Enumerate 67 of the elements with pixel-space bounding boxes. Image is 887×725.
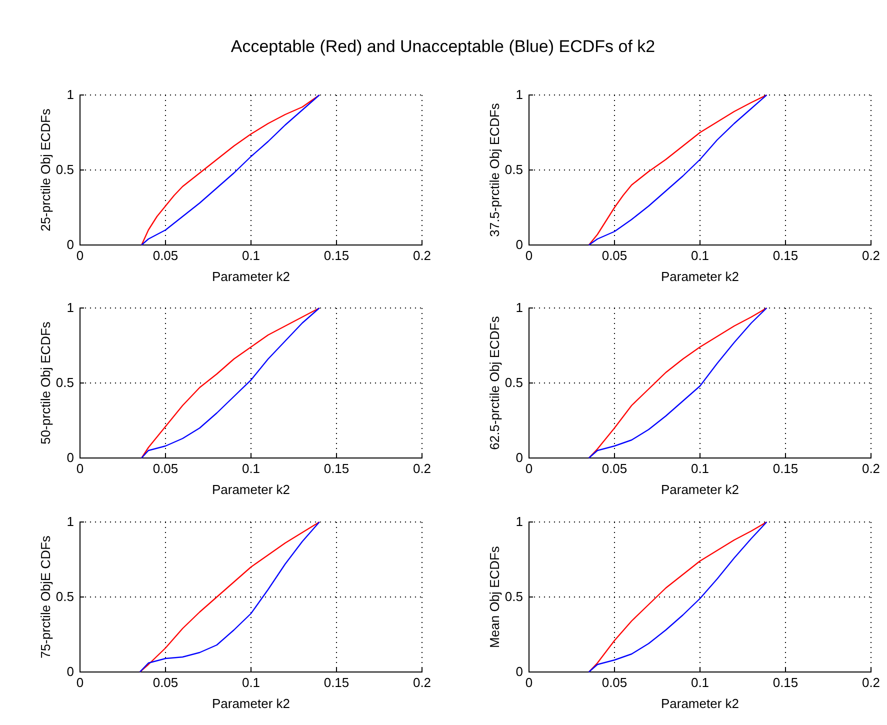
x-tick-label: 0 <box>525 675 533 690</box>
x-tick-label: 0.2 <box>412 461 432 476</box>
y-tick-label: 0 <box>516 450 523 466</box>
y-tick-label: 0.5 <box>504 162 523 178</box>
x-axis-title: Parameter k2 <box>212 269 290 284</box>
y-tick-label: 0 <box>516 237 523 252</box>
x-axis-title: Parameter k2 <box>212 482 290 497</box>
x-tick-label: 0.05 <box>152 461 178 476</box>
y-tick-label: 0 <box>516 664 523 680</box>
y-axis-title: 37.5-prctile Obj ECDFs <box>487 102 502 237</box>
y-tick-label: 0.5 <box>56 589 74 604</box>
x-tick-label: 0 <box>76 675 84 690</box>
y-tick-label: 1 <box>66 300 74 316</box>
x-tick-label: 0.05 <box>152 675 178 690</box>
y-tick-label: 0.5 <box>56 375 74 390</box>
x-axis-title: Parameter k2 <box>660 696 740 711</box>
chart-title: Acceptable (Red) and Unacceptable (Blue) ECDFs of k2 <box>230 37 656 56</box>
x-tick-label: 0.15 <box>324 248 350 264</box>
x-tick-label: 0.1 <box>690 248 710 264</box>
line-series <box>139 521 320 673</box>
y-axis-title: 75-prctile ObjE CDFs <box>38 535 53 658</box>
x-tick-label: 0.1 <box>242 675 260 690</box>
x-tick-label: 0 <box>76 248 84 264</box>
y-tick-label: 0 <box>66 237 74 252</box>
line-series <box>588 94 768 246</box>
x-tick-label: 0.2 <box>862 675 880 690</box>
line-series <box>588 307 768 459</box>
y-axis-title: 25-prctile Obj ECDFs <box>38 108 53 232</box>
y-tick-label: 1 <box>516 87 523 102</box>
x-tick-label: 0.1 <box>242 248 260 264</box>
x-tick-label: 0.15 <box>324 675 350 690</box>
y-tick-label: 1 <box>66 514 74 530</box>
x-tick-label: 0.05 <box>602 675 628 690</box>
y-axis-title: Mean Obj ECDFs <box>487 546 502 648</box>
line-series <box>140 94 320 246</box>
y-tick-label: 0.5 <box>504 375 523 390</box>
y-tick-label: 1 <box>516 514 523 530</box>
y-tick-label: 0 <box>66 664 74 680</box>
x-tick-label: 0.2 <box>862 461 880 476</box>
x-tick-label: 0.1 <box>242 461 260 476</box>
x-tick-label: 0.15 <box>772 461 798 476</box>
x-tick-label: 0.1 <box>690 461 710 476</box>
x-tick-label: 0.2 <box>412 248 432 264</box>
x-tick-label: 0 <box>525 461 533 476</box>
line-series <box>588 521 768 673</box>
x-tick-label: 0.05 <box>602 248 628 264</box>
y-tick-label: 0.5 <box>504 589 523 604</box>
x-tick-label: 0.05 <box>152 248 178 264</box>
y-axis-title: 50-prctile Obj ECDFs <box>38 321 53 444</box>
x-tick-label: 0.1 <box>690 675 710 690</box>
x-tick-label: 0.15 <box>772 248 798 264</box>
x-axis-title: Parameter k2 <box>660 482 740 497</box>
x-tick-label: 0 <box>76 461 84 476</box>
y-tick-label: 0.5 <box>56 162 74 178</box>
x-tick-label: 0.2 <box>412 675 432 690</box>
x-axis-title: Parameter k2 <box>212 696 290 711</box>
line-series <box>140 307 320 459</box>
y-axis-title: 62.5-prctile Obj ECDFs <box>487 316 502 450</box>
y-tick-label: 1 <box>516 300 523 316</box>
y-tick-label: 0 <box>66 450 74 466</box>
y-tick-label: 1 <box>66 87 74 102</box>
x-tick-label: 0.15 <box>772 675 798 690</box>
x-axis-title: Parameter k2 <box>660 269 740 284</box>
x-tick-label: 0.2 <box>862 248 880 264</box>
x-tick-label: 0.15 <box>324 461 350 476</box>
x-tick-label: 0 <box>525 248 533 264</box>
x-tick-label: 0.05 <box>602 461 628 476</box>
